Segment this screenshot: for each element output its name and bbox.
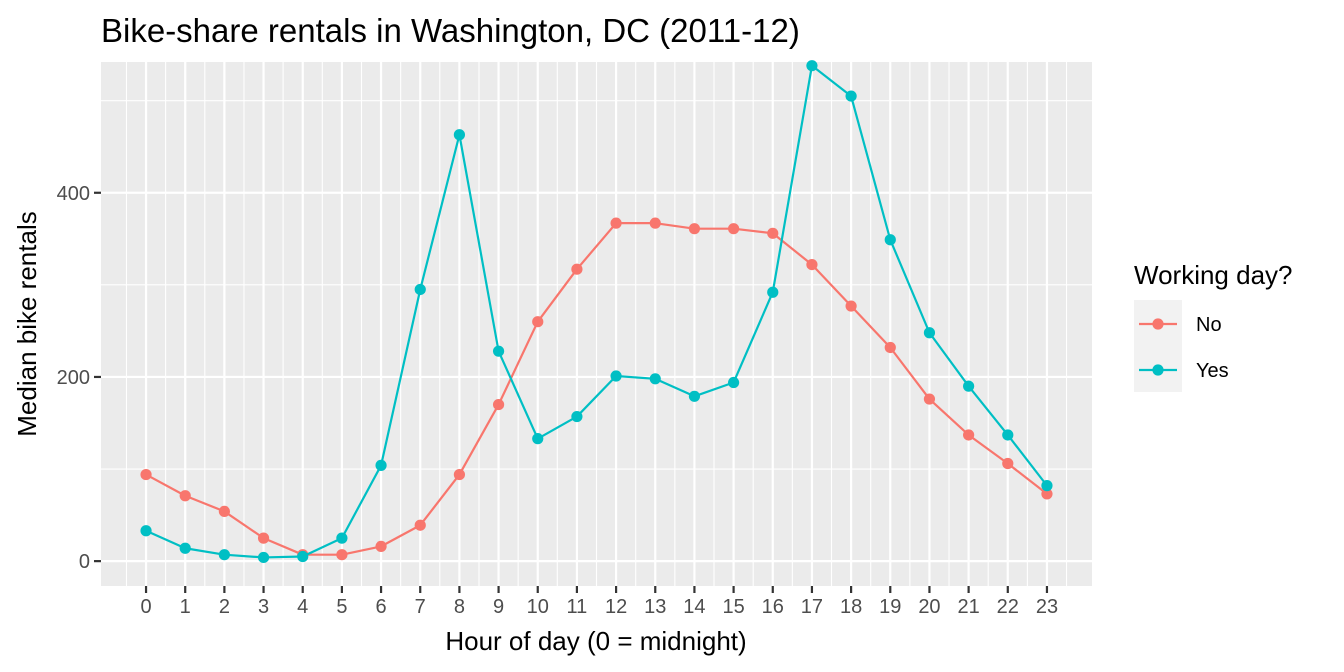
legend-items: No Yes [1139,314,1229,382]
legend-label-no: No [1196,314,1222,336]
series-line-yes [145,64,1048,559]
point-yes [336,532,348,544]
point-yes [806,60,818,72]
point-yes [571,410,583,423]
series-layer [140,60,1053,564]
x-tick-label: 22 [997,596,1019,618]
point-no [571,263,583,275]
y-tick-label: 400 [57,183,90,205]
x-tick-label: 2 [219,596,230,618]
point-yes [1041,480,1053,492]
grid-major [101,62,1092,586]
x-tick-label: 14 [683,596,705,618]
x-axis: 0 1 2 3 4 5 6 7 8 9 10 11 12 13 14 15 16 17 18 19 20 21 22 23 [140,586,1058,618]
x-tick-label: 12 [605,596,627,618]
point-no [963,429,975,441]
x-tick-label: 13 [644,596,666,618]
y-axis-title: Median bike rentals [12,211,42,436]
point-yes [649,373,661,385]
point-no [845,300,857,312]
x-tick-label: 7 [415,596,426,618]
y-axis: 0 200 400 [57,183,101,573]
point-no [492,398,505,411]
x-tick-label: 17 [801,596,823,618]
point-yes [297,550,309,563]
point-no [923,393,936,405]
x-tick-label: 4 [297,596,308,618]
y-tick-label: 0 [79,551,90,573]
x-tick-label: 3 [258,596,269,618]
point-no [806,259,818,271]
x-tick-label: 23 [1036,596,1058,618]
point-yes [767,286,779,298]
x-tick-label: 16 [762,596,784,618]
point-yes [532,433,544,445]
point-yes [492,345,505,357]
point-no [532,316,544,328]
x-tick-label: 18 [840,596,862,618]
legend-label-yes: Yes [1196,360,1229,382]
point-yes [688,390,701,402]
x-tick-label: 11 [567,596,588,618]
point-yes [727,376,740,389]
point-no [727,223,740,235]
x-tick-label: 0 [140,596,151,618]
point-yes [884,234,896,246]
x-tick-label: 6 [376,596,387,618]
x-tick-label: 21 [957,596,979,618]
x-tick-label: 8 [454,596,465,618]
point-no [375,540,387,553]
point-no [453,468,466,481]
chart-title: Bike-share rentals in Washington, DC (20… [101,12,800,49]
y-tick-label: 200 [57,367,90,389]
legend-point-yes [1152,364,1164,376]
x-tick-label: 15 [722,596,744,618]
point-no [688,223,701,235]
x-tick-label: 20 [918,596,940,618]
point-no [257,532,270,544]
series-line-no [145,222,1048,556]
point-no [1041,488,1053,500]
point-no [1002,457,1014,470]
point-no [767,227,779,239]
point-yes [963,380,975,392]
point-yes [845,90,857,102]
point-yes [414,283,426,296]
point-no [218,505,230,518]
point-yes [140,525,152,537]
point-no [414,519,426,531]
point-no [179,490,191,502]
legend: Working day? No Yes [1134,260,1293,392]
x-tick-label: 5 [336,596,347,618]
point-yes [218,549,230,561]
x-tick-label: 1 [180,596,191,618]
x-tick-label: 10 [527,596,549,618]
x-tick-label: 19 [879,596,901,618]
x-tick-label: 9 [493,596,504,618]
point-yes [257,551,270,564]
x-axis-title: Hour of day (0 = midnight) [445,626,746,656]
point-yes [1002,429,1014,441]
point-yes [453,129,466,141]
point-no [884,341,896,354]
legend-title: Working day? [1134,260,1293,290]
point-no [610,217,622,229]
point-yes [923,327,936,339]
legend-key-background [1134,300,1182,392]
legend-point-no [1152,318,1164,330]
point-no [140,468,152,481]
point-no [649,217,661,229]
point-yes [610,370,622,382]
point-yes [375,459,387,471]
point-no [336,549,348,561]
point-yes [179,542,191,554]
